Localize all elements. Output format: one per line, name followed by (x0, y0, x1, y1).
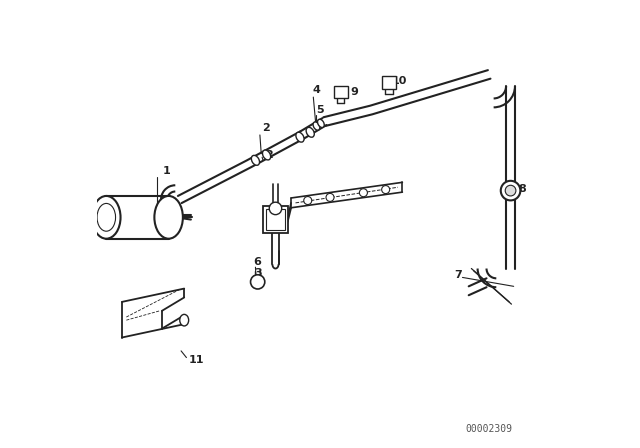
Circle shape (360, 189, 367, 197)
Text: 9: 9 (351, 87, 358, 97)
Ellipse shape (313, 122, 320, 130)
Circle shape (500, 181, 520, 200)
Bar (334, 86, 348, 99)
Circle shape (505, 185, 516, 196)
Circle shape (269, 202, 282, 215)
Circle shape (381, 185, 390, 194)
Ellipse shape (92, 196, 120, 239)
Text: 6: 6 (253, 257, 262, 267)
Text: 10: 10 (392, 76, 407, 86)
Ellipse shape (180, 314, 189, 326)
Bar (382, 76, 396, 89)
Bar (263, 206, 288, 233)
Text: 4: 4 (313, 86, 321, 95)
Text: 3: 3 (254, 268, 262, 278)
Text: 11: 11 (188, 355, 204, 365)
Text: 1: 1 (163, 166, 170, 176)
Text: 00002309: 00002309 (466, 424, 513, 434)
Circle shape (326, 194, 334, 202)
Circle shape (304, 197, 312, 205)
Ellipse shape (262, 150, 271, 160)
Ellipse shape (317, 119, 324, 128)
Bar (266, 209, 285, 230)
Ellipse shape (252, 155, 260, 165)
Ellipse shape (97, 203, 116, 231)
Ellipse shape (306, 127, 314, 137)
Ellipse shape (296, 132, 304, 142)
Text: 2: 2 (262, 123, 269, 133)
Circle shape (250, 275, 265, 289)
Text: 8: 8 (518, 184, 527, 194)
Text: 2: 2 (265, 150, 273, 160)
Text: 5: 5 (316, 104, 324, 115)
Ellipse shape (154, 196, 183, 239)
Text: 7: 7 (454, 270, 462, 280)
